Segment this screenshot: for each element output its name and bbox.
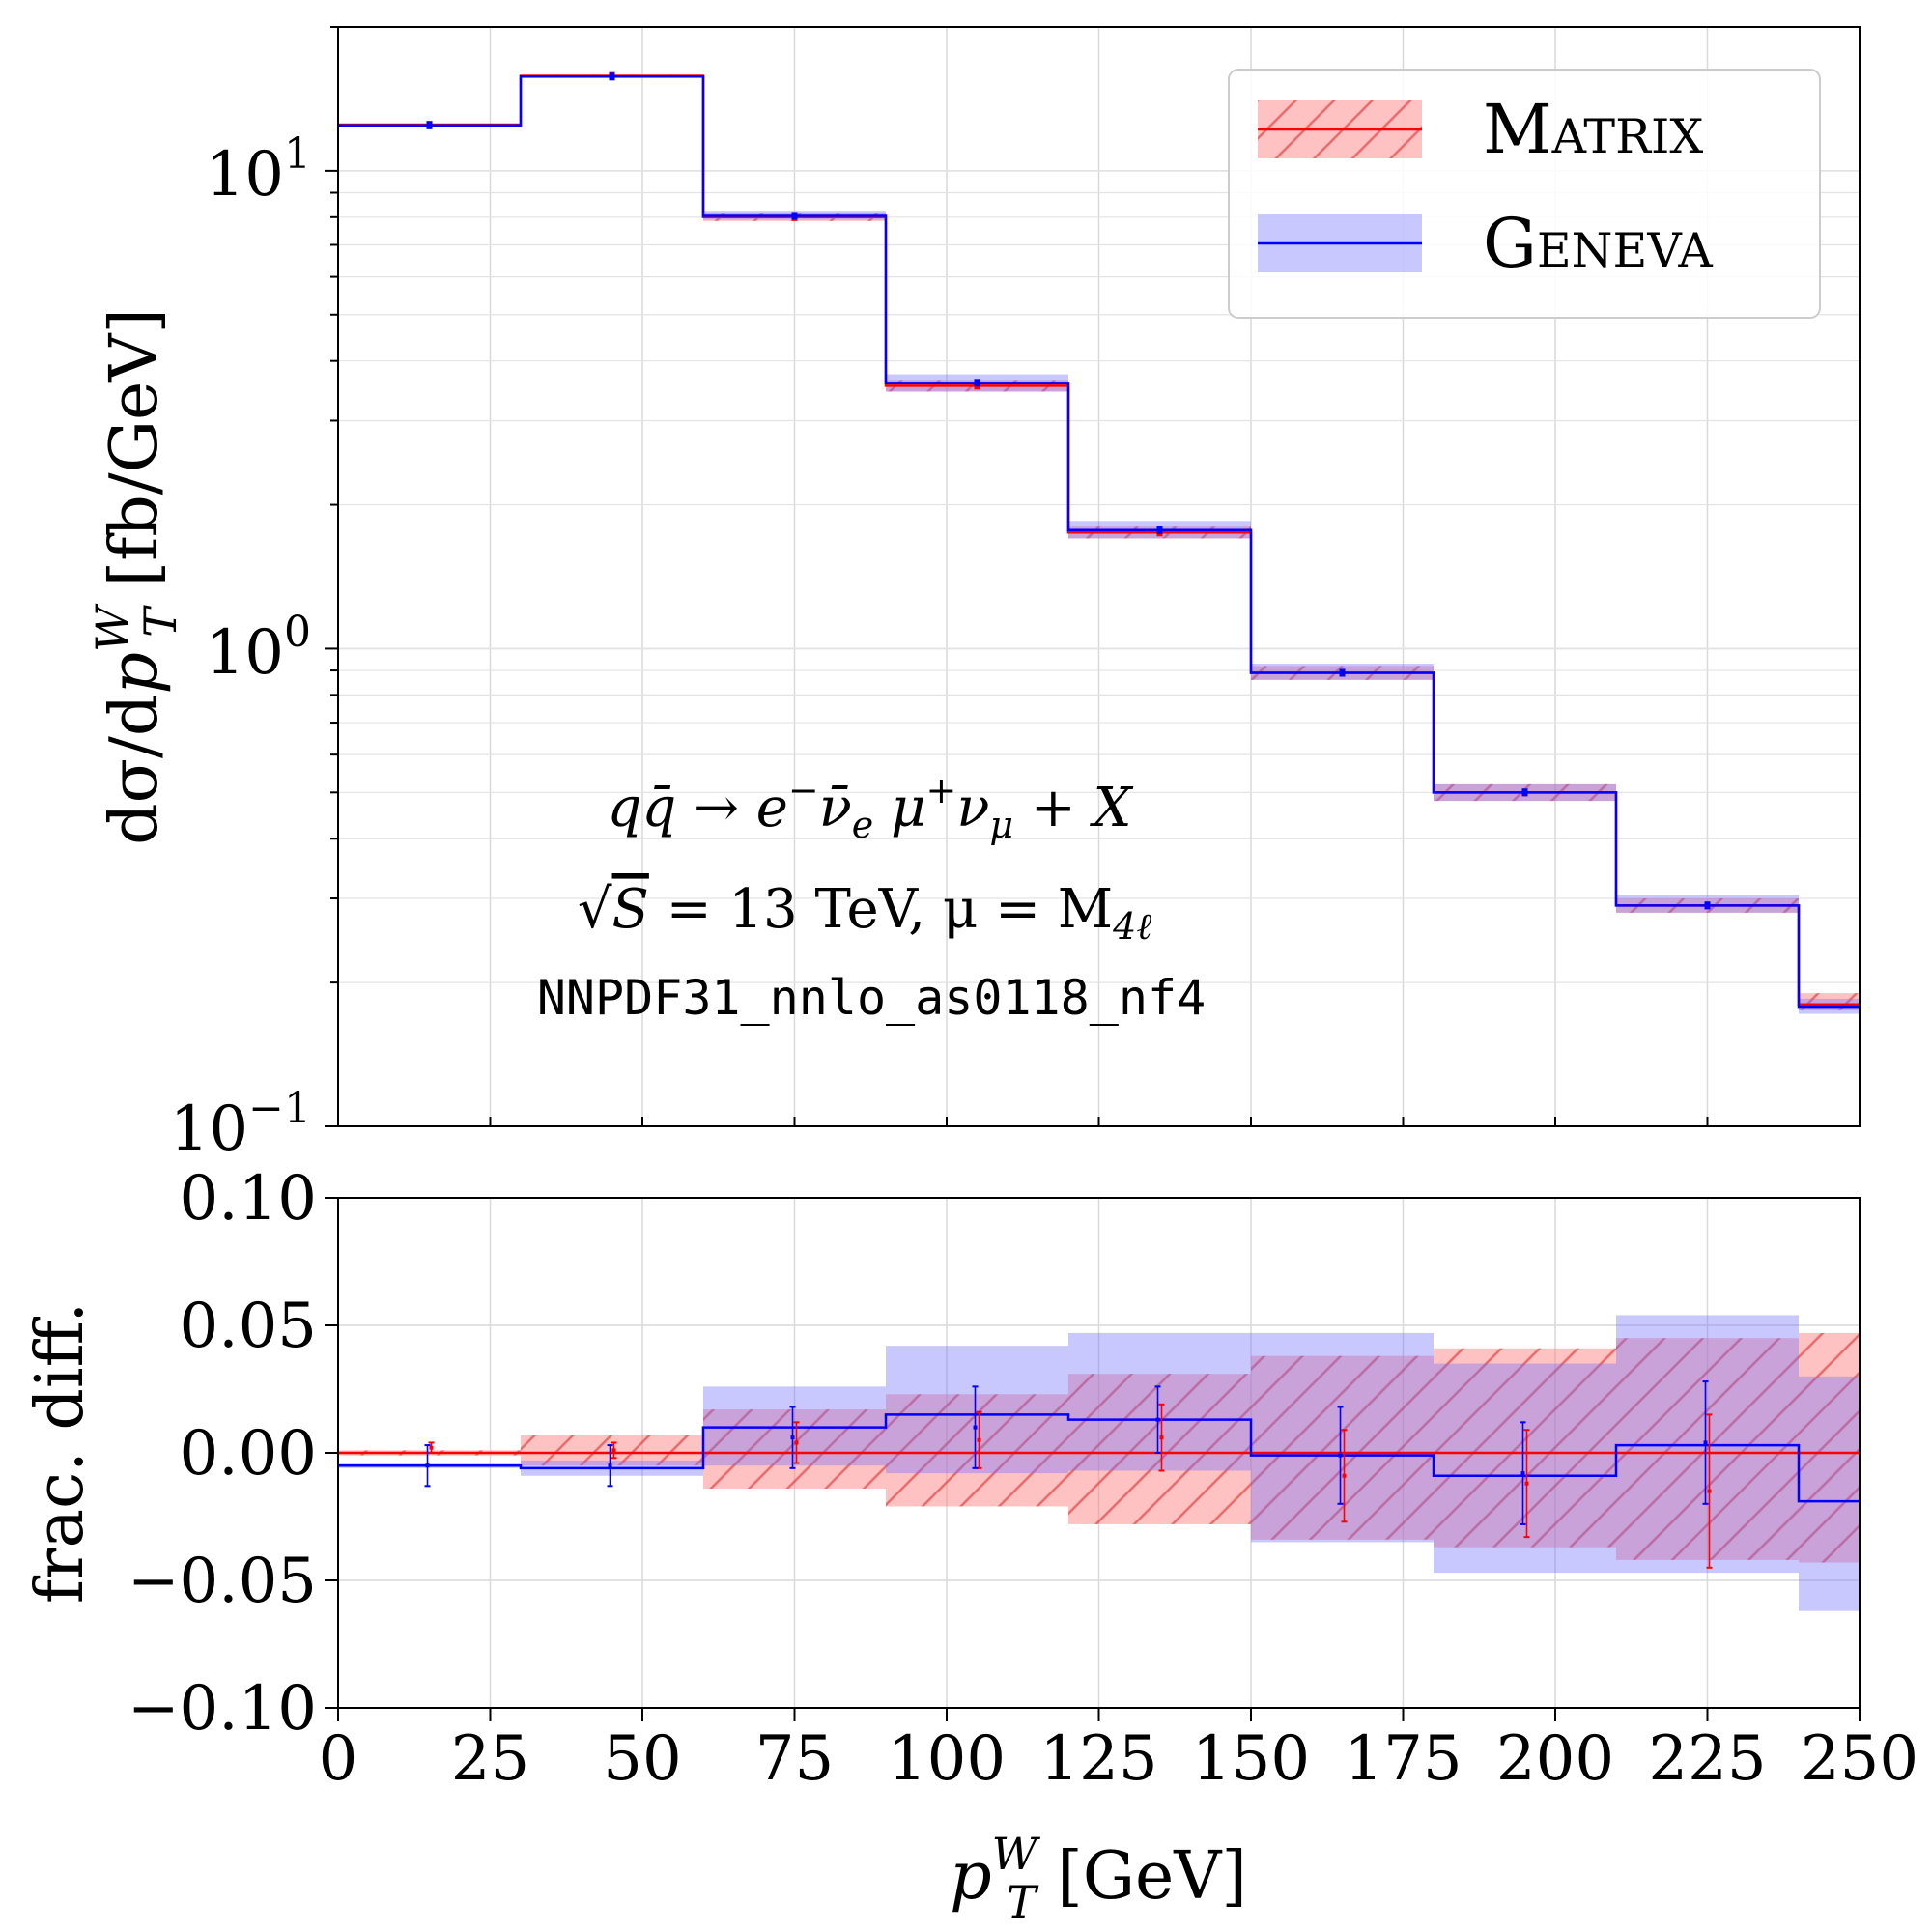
ratio-ytick-label-3: −0.05 — [128, 1546, 317, 1617]
legend-label-geneva: Geneva — [1483, 204, 1713, 283]
ratio-point-geneva-2 — [790, 1435, 795, 1440]
ratio-point-geneva-0 — [425, 1463, 430, 1468]
ratio-band-matrix-8 — [1799, 1332, 1860, 1563]
ratio-point-matrix-4 — [1159, 1435, 1164, 1440]
energy-annotation: √S = 13 TeV, μ = M4ℓ — [578, 878, 1151, 948]
main-panel: 101 100 10−1 dσ/dpWT [fb/GeV] qq̄ → e−ν̄… — [86, 26, 1861, 1165]
ratio-ticks — [325, 1197, 1861, 1721]
ratio-point-matrix-6 — [1524, 1481, 1529, 1486]
xtick-label-175: 175 — [1344, 1723, 1462, 1795]
main-points — [426, 71, 1711, 910]
xtick-label-200: 200 — [1496, 1723, 1614, 1795]
ratio-band-geneva-3 — [886, 1346, 1068, 1474]
xtick-label-225: 225 — [1648, 1723, 1766, 1795]
legend-label-matrix: Matrix — [1483, 90, 1703, 169]
ytick-label-1: 100 — [206, 608, 311, 689]
main-point-geneva-0 — [426, 121, 433, 129]
ytick-label-0.1: 10−1 — [170, 1084, 311, 1165]
xtick-label-125: 125 — [1039, 1723, 1157, 1795]
xtick-label-150: 150 — [1192, 1723, 1310, 1795]
ratio-band-geneva-5 — [1251, 1332, 1434, 1543]
main-ticks — [325, 26, 1861, 1127]
ratio-band-matrix-4 — [1068, 1374, 1251, 1524]
ratio-band-matrix-7 — [1616, 1338, 1799, 1560]
ratio-point-geneva-3 — [973, 1425, 978, 1430]
ratio-point-geneva-1 — [608, 1463, 612, 1468]
ratio-point-matrix-5 — [1342, 1473, 1347, 1478]
ratio-ytick-label-1: 0.05 — [180, 1291, 318, 1362]
process-annotation: qq̄ → e−ν̄e μ+νμ + X — [608, 769, 1134, 846]
ratio-band-geneva-4 — [1068, 1332, 1251, 1471]
xtick-label-75: 75 — [755, 1723, 834, 1795]
ratio-panel: 0.10 0.05 0.00 −0.05 −0.10 0 25 50 75 100 125 150 1… — [22, 1163, 1918, 1928]
ratio-points — [424, 1380, 1713, 1569]
ratio-point-matrix-2 — [794, 1440, 799, 1445]
ratio-band-geneva-6 — [1434, 1363, 1616, 1574]
ratio-band-matrix-6 — [1434, 1348, 1616, 1548]
ratio-point-geneva-4 — [1155, 1417, 1160, 1422]
ratio-ylabel: frac. diff. — [22, 1302, 99, 1604]
ratio-ytick-label-4: −0.10 — [128, 1673, 317, 1745]
main-point-geneva-5 — [1339, 668, 1346, 677]
main-ylabel: dσ/dpWT [fb/GeV] — [86, 308, 186, 845]
ratio-point-matrix-3 — [977, 1437, 981, 1442]
legend: Matrix Geneva — [1228, 69, 1821, 319]
pdf-annotation: NNPDF31_nnlo_as0118_nf4 — [537, 970, 1206, 1026]
ratio-bands — [338, 1315, 1860, 1611]
ratio-band-geneva-8 — [1799, 1376, 1860, 1611]
ratio-xtick-labels: 0 25 50 75 100 125 150 175 200 225 250 — [319, 1723, 1918, 1795]
ratio-ytick-labels: 0.10 0.05 0.00 −0.05 −0.10 — [128, 1163, 317, 1745]
xtick-label-25: 25 — [451, 1723, 529, 1795]
ratio-ytick-label-2: 0.00 — [180, 1418, 318, 1490]
ratio-point-geneva-5 — [1338, 1453, 1343, 1458]
ratio-point-matrix-0 — [429, 1445, 434, 1450]
ytick-label-10: 101 — [206, 129, 311, 211]
xtick-label-0: 0 — [319, 1723, 358, 1795]
main-point-geneva-4 — [1156, 526, 1163, 534]
xtick-label-250: 250 — [1801, 1723, 1918, 1795]
main-point-geneva-1 — [609, 72, 615, 81]
main-point-geneva-6 — [1521, 788, 1528, 797]
main-point-geneva-2 — [791, 212, 798, 220]
xtick-label-100: 100 — [888, 1723, 1006, 1795]
ratio-point-matrix-1 — [611, 1448, 616, 1453]
ratio-band-matrix-5 — [1251, 1355, 1434, 1540]
ratio-point-matrix-7 — [1707, 1489, 1712, 1493]
ratio-ytick-label-0: 0.10 — [180, 1163, 318, 1235]
main-point-geneva-3 — [974, 379, 980, 387]
ratio-point-geneva-6 — [1520, 1471, 1525, 1476]
main-point-geneva-7 — [1704, 901, 1711, 910]
xtick-label-50: 50 — [603, 1723, 681, 1795]
ratio-point-geneva-7 — [1703, 1440, 1708, 1445]
xlabel: pW T [GeV] — [950, 1828, 1247, 1928]
